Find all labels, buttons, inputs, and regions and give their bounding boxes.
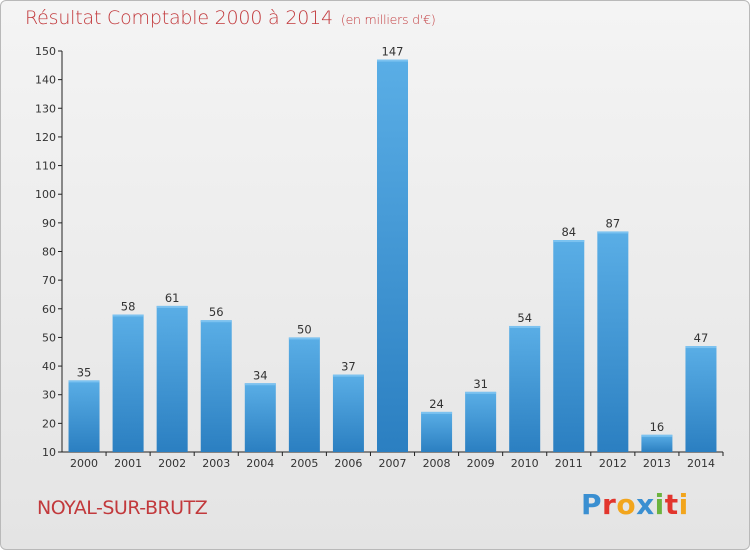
bar-2013[interactable] [641,434,673,452]
value-label-2004: 34 [253,368,268,382]
bar-2014[interactable] [685,346,717,452]
x-tick-label: 2002 [158,457,186,470]
x-tick-label: 2009 [467,457,495,470]
brand-letter: o [616,488,637,521]
bar-top-edge [465,391,497,394]
brand-letter: i [654,488,665,521]
y-tick-label: 130 [35,102,56,115]
value-label-2014: 47 [694,331,709,345]
y-tick-label: 70 [42,274,56,287]
brand-letter: i [678,488,689,521]
bar-2002[interactable] [156,305,188,452]
bar-top-edge [641,434,673,437]
bar-top-edge [244,383,276,386]
y-tick-label: 110 [35,160,56,173]
x-tick-label: 2010 [511,457,539,470]
bar-top-edge [200,320,232,323]
value-label-2000: 35 [77,365,92,379]
value-label-2006: 37 [341,360,356,374]
bar-2008[interactable] [421,411,453,452]
bar-2010[interactable] [509,325,541,452]
bar-2005[interactable] [288,337,320,452]
y-tick-label: 100 [35,188,56,201]
value-label-2007: 147 [382,45,404,59]
value-label-2012: 87 [606,216,621,230]
x-tick-label: 2011 [555,457,583,470]
bar-top-edge [332,374,364,377]
brand-letter: x [636,488,655,521]
chart-title-text: Résultat Comptable 2000 à 2014 [25,7,333,29]
brand-letter: r [602,488,617,521]
value-label-2003: 56 [209,305,224,319]
y-tick-label: 80 [42,246,56,259]
x-tick-label: 2006 [334,457,362,470]
value-label-2011: 84 [561,225,576,239]
value-label-2001: 58 [121,300,136,314]
chart-subtitle: (en milliers d'€) [340,12,436,27]
y-tick-label: 60 [42,303,56,316]
bar-top-edge [112,314,144,317]
y-tick-label: 140 [35,74,56,87]
brand-letter: t [664,488,679,521]
x-tick-label: 2003 [202,457,230,470]
bar-top-edge [685,346,717,349]
bar-top-edge [509,325,541,328]
x-tick-label: 2005 [290,457,318,470]
y-tick-label: 50 [42,331,56,344]
y-tick-label: 30 [42,389,56,402]
bar-top-edge [156,305,188,308]
bar-2009[interactable] [465,391,497,452]
x-tick-label: 2007 [379,457,407,470]
bar-2011[interactable] [553,240,585,452]
place-name: NOYAL-SUR-BRUTZ [37,497,208,519]
bar-2003[interactable] [200,320,232,452]
x-tick-label: 2012 [599,457,627,470]
bar-2006[interactable] [332,374,364,452]
y-axis: 10 20 30 40 50 60 70 80 90 100 110 120 130 140 150 [35,45,63,459]
x-axis: 2000 2001 2002 2003 2004 2005 2006 2007 2008 2009… [62,451,724,470]
value-label-2013: 16 [650,420,665,434]
x-tick-label: 2008 [423,457,451,470]
bar-top-edge [377,59,408,62]
bar-top-edge [421,411,453,414]
value-label-2002: 61 [165,291,180,305]
y-tick-label: 40 [42,360,56,373]
bar-top-edge [68,380,100,383]
y-tick-label: 120 [35,131,56,144]
bar-top-edge [553,240,585,243]
y-tick-label: 10 [42,446,56,459]
x-tick-label: 2001 [114,457,142,470]
value-labels: 35 58 61 56 34 50 37 147 24 31 54 84 87 16 47 [77,45,709,434]
bar-2007[interactable] [377,59,408,452]
y-tick-label: 20 [42,417,56,430]
bar-2001[interactable] [112,314,144,452]
bar-top-edge [288,337,320,340]
y-tick-label: 150 [35,45,56,58]
y-tick-label: 90 [42,217,56,230]
x-tick-label: 2000 [70,457,98,470]
value-label-2009: 31 [473,377,488,391]
x-tick-label: 2014 [687,457,715,470]
bar-top-edge [597,231,629,234]
value-label-2005: 50 [297,322,312,336]
value-label-2010: 54 [517,311,532,325]
bars [68,59,717,452]
value-label-2008: 24 [429,397,444,411]
x-tick-label: 2013 [643,457,671,470]
bar-2004[interactable] [244,383,276,452]
brand-letter: P [581,488,603,521]
chart-title: Résultat Comptable 2000 à 2014 (en millie… [25,7,436,29]
bar-2012[interactable] [597,231,629,452]
bar-2000[interactable] [68,380,100,452]
proxiti-logo[interactable]: Proxiti [581,488,689,526]
x-tick-label: 2004 [246,457,274,470]
